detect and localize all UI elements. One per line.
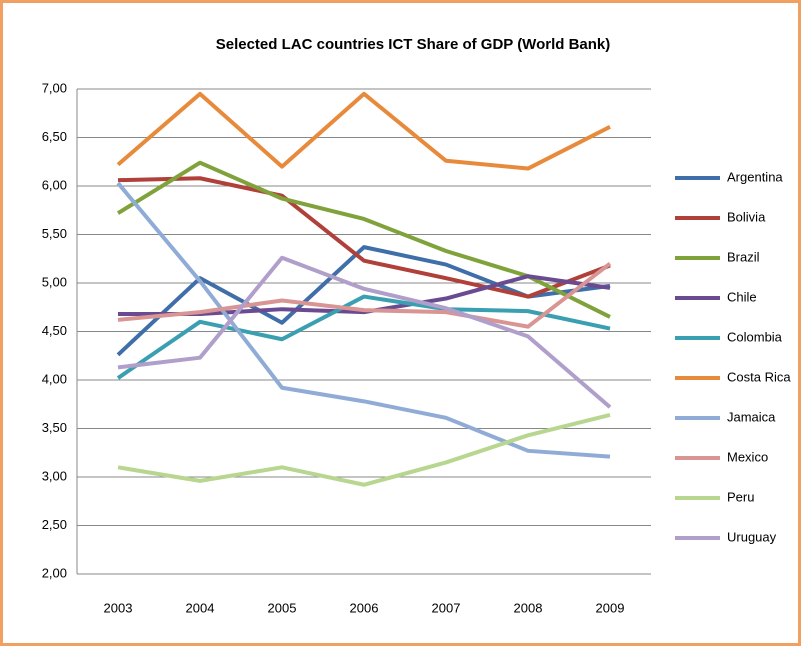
legend-label: Brazil xyxy=(727,249,760,264)
line-series xyxy=(116,294,611,380)
y-tick-label: 5,00 xyxy=(42,274,67,289)
y-tick-label: 5,50 xyxy=(42,226,67,241)
chart-title: Selected LAC countries ICT Share of GDP … xyxy=(216,36,611,53)
y-tick-label: 6,00 xyxy=(42,177,67,192)
x-tick-label: 2007 xyxy=(432,600,461,615)
y-tick-label: 2,00 xyxy=(42,565,67,580)
chart: Selected LAC countries ICT Share of GDP … xyxy=(42,36,792,615)
x-tick-label: 2009 xyxy=(596,600,625,615)
legend-label: Jamaica xyxy=(727,409,776,424)
legend-label: Costa Rica xyxy=(727,369,791,384)
y-tick-label: 4,50 xyxy=(42,323,67,338)
line-series xyxy=(116,91,611,171)
legend-label: Uruguay xyxy=(727,529,777,544)
x-tick-label: 2004 xyxy=(186,600,215,615)
y-tick-label: 2,50 xyxy=(42,517,67,532)
line-series xyxy=(117,176,611,299)
y-tick-label: 3,00 xyxy=(42,468,67,483)
line-series xyxy=(117,262,612,329)
legend-label: Colombia xyxy=(727,329,783,344)
y-tick-label: 4,00 xyxy=(42,371,67,386)
line-series xyxy=(116,245,611,357)
legend-label: Mexico xyxy=(727,449,768,464)
legend-label: Bolivia xyxy=(727,209,766,224)
line-series xyxy=(117,412,611,487)
x-tick-label: 2006 xyxy=(350,600,379,615)
x-tick-label: 2003 xyxy=(104,600,133,615)
legend-label: Argentina xyxy=(727,169,783,184)
line-series xyxy=(116,181,611,459)
x-tick-label: 2005 xyxy=(268,600,297,615)
line-series xyxy=(117,255,612,409)
legend-label: Peru xyxy=(727,489,754,504)
y-tick-label: 6,50 xyxy=(42,129,67,144)
x-tick-label: 2008 xyxy=(514,600,543,615)
y-tick-label: 7,00 xyxy=(42,80,67,95)
y-tick-label: 3,50 xyxy=(42,420,67,435)
legend-label: Chile xyxy=(727,289,757,304)
